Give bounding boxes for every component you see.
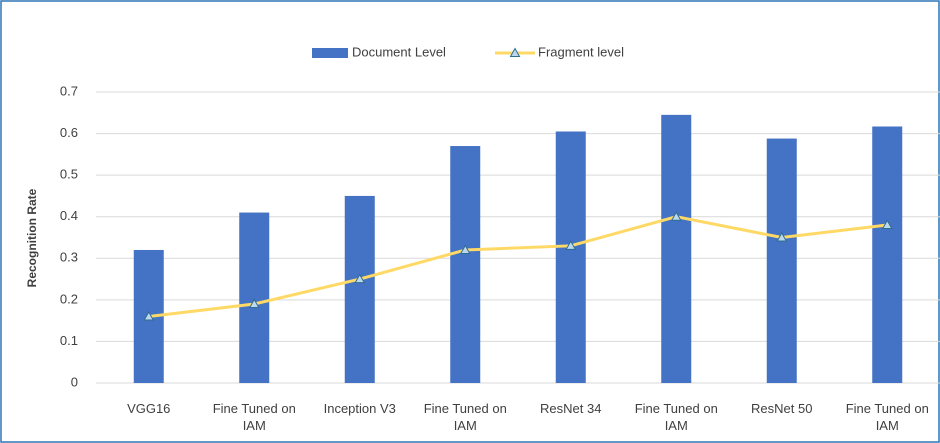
line-marker bbox=[248, 298, 260, 309]
y-tick-label: 0.3 bbox=[60, 250, 78, 265]
y-tick-label: 0.5 bbox=[60, 167, 78, 182]
bar bbox=[450, 146, 481, 383]
bar bbox=[239, 212, 270, 383]
y-axis-title: Recognition Rate bbox=[25, 188, 39, 287]
bar bbox=[872, 126, 903, 384]
x-tick-label: Fine Tuned on IAM bbox=[845, 401, 929, 433]
y-tick-label: 0.4 bbox=[60, 208, 78, 223]
x-tick-label: Fine Tuned on IAM bbox=[634, 401, 718, 433]
line-marker bbox=[776, 231, 788, 242]
line-marker bbox=[881, 219, 893, 230]
line-marker bbox=[670, 211, 682, 221]
y-tick-label: 0.7 bbox=[60, 83, 78, 98]
x-tick-label: ResNet 50 bbox=[751, 401, 813, 416]
x-tick-label: Inception V3 bbox=[323, 401, 396, 416]
legend-marker bbox=[509, 47, 521, 57]
bar bbox=[661, 114, 692, 383]
x-tick-label: Fine Tuned on IAM bbox=[423, 401, 507, 433]
line-marker bbox=[354, 273, 366, 284]
x-tick-label: ResNet 34 bbox=[540, 401, 602, 416]
x-tick-label: Fine Tuned on IAM bbox=[212, 401, 296, 433]
legend-label: Document Level bbox=[352, 44, 446, 59]
line-marker bbox=[459, 244, 471, 254]
bar bbox=[555, 131, 586, 383]
bar bbox=[766, 138, 797, 383]
line bbox=[148, 215, 888, 318]
y-tick-label: 0.2 bbox=[60, 291, 78, 306]
line-marker bbox=[143, 310, 155, 321]
legend-swatch bbox=[312, 48, 348, 58]
x-tick-label: VGG16 bbox=[127, 401, 171, 416]
y-tick-label: 0.6 bbox=[60, 125, 78, 140]
line-marker bbox=[565, 240, 577, 250]
y-tick-label: 0.1 bbox=[60, 333, 78, 348]
bar bbox=[344, 195, 375, 383]
legend-label: Fragment level bbox=[538, 44, 624, 59]
y-tick-label: 0 bbox=[71, 374, 78, 389]
